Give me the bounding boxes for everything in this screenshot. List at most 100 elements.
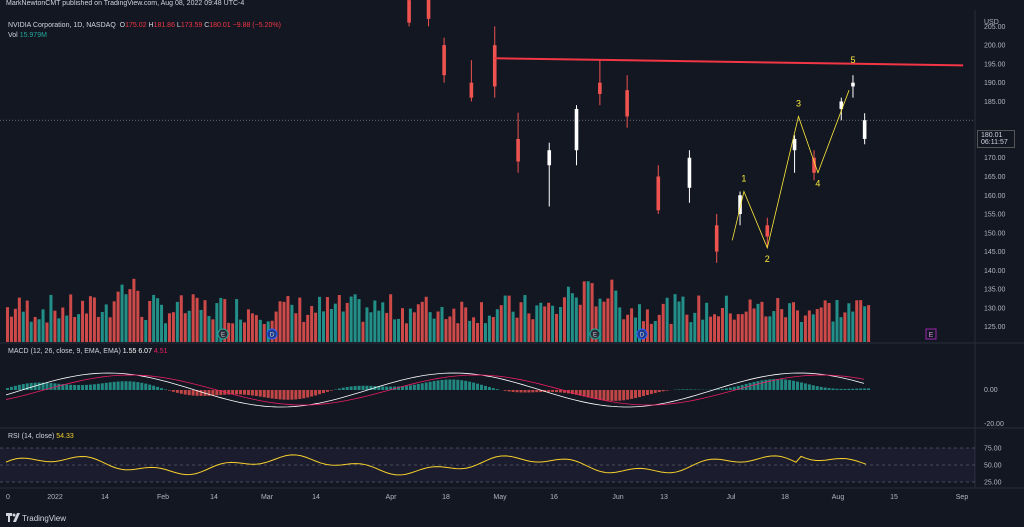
volume-bar: [6, 307, 9, 342]
symbol-name: NVIDIA Corporation, 1D, NASDAQ: [8, 22, 116, 29]
macd-hist-bar: [827, 388, 831, 390]
macd-hist-bar: [503, 390, 507, 391]
macd-hist-bar: [215, 390, 219, 396]
volume-bar: [298, 297, 302, 342]
earnings-marker[interactable]: [589, 328, 601, 340]
candle-body: [851, 82, 855, 87]
volume-bar: [796, 310, 799, 342]
volume-bar: [539, 302, 543, 342]
macd-hist-bar: [179, 390, 183, 394]
candle-body: [714, 225, 719, 252]
macd-hist-bar: [578, 390, 582, 396]
price-tick-label: 185.00: [984, 99, 1006, 106]
volume-bar: [100, 311, 104, 342]
volume-bar: [440, 306, 444, 342]
volume-bar: [164, 323, 167, 342]
close-value: 180.01: [209, 22, 231, 29]
change-value: −9.88 (−5.20%): [232, 22, 281, 29]
volume-bar: [361, 321, 365, 342]
macd-hist-bar: [649, 390, 653, 394]
earnings-marker[interactable]: [217, 328, 229, 340]
macd-hist-bar: [120, 381, 124, 390]
volume-bar: [653, 321, 657, 342]
volume-bar: [112, 301, 116, 342]
candle-body: [812, 157, 816, 173]
macd-hist-bar: [748, 382, 752, 390]
price-tick-label: 145.00: [984, 249, 1006, 256]
macd-signal-line: [5, 374, 865, 406]
macd-hist-bar: [41, 382, 45, 390]
macd-hist-bar: [167, 390, 171, 391]
macd-hist-bar: [491, 388, 495, 390]
chart-canvas[interactable]: USD205.00200.00195.00190.00185.00175.001…: [0, 0, 1024, 510]
volume-bar: [191, 294, 195, 342]
dividend-marker[interactable]: [266, 328, 278, 340]
volume-bar: [705, 302, 709, 342]
macd-hist-bar: [582, 390, 586, 397]
volume-bar: [815, 309, 819, 342]
price-tick-label: 170.00: [984, 155, 1006, 162]
macd-hist-bar: [424, 382, 428, 390]
symbol-legend: NVIDIA Corporation, 1D, NASDAQ O175.02 H…: [8, 22, 281, 29]
resistance-line[interactable]: [494, 57, 964, 67]
macd-hist-bar: [270, 390, 274, 399]
macd-hist-bar: [851, 388, 855, 390]
macd-hist-bar: [559, 390, 562, 393]
macd-hist-bar: [306, 390, 310, 398]
dividend-marker[interactable]: [636, 328, 648, 340]
publish-header: MarkNewtonCMT published on TradingView.c…: [0, 0, 1024, 10]
volume-bar: [428, 312, 432, 342]
candle-body: [598, 82, 602, 94]
open-label: O: [119, 22, 126, 29]
macd-hist-bar: [13, 385, 17, 390]
volume-bar: [136, 290, 140, 342]
volume-bar: [25, 300, 29, 342]
volume-bar: [239, 319, 243, 342]
macd-hist-bar: [152, 385, 156, 390]
volume-bar: [519, 302, 523, 342]
volume-bar: [851, 311, 855, 342]
macd-hist-bar: [397, 386, 401, 390]
volume-bar: [258, 319, 262, 342]
macd-hist-bar: [77, 385, 81, 390]
volume-bar: [278, 301, 282, 342]
macd-hist-bar: [156, 386, 160, 390]
macd-hist-bar: [246, 390, 250, 396]
macd-v3: 4.51: [153, 348, 168, 355]
macd-hist-bar: [9, 386, 13, 390]
volume-bar: [444, 319, 448, 342]
volume-bar: [73, 317, 77, 342]
low-value: 173.59: [180, 22, 203, 29]
volume-bar: [424, 296, 428, 342]
volume-bar: [333, 303, 337, 342]
volume-bar: [215, 303, 219, 342]
wave-label-5: 5: [850, 55, 855, 65]
volume-bar: [566, 286, 570, 342]
macd-hist-bar: [254, 390, 258, 397]
macd-hist-bar: [815, 386, 819, 390]
macd-hist-bar: [337, 388, 341, 390]
macd-hist-bar: [385, 386, 389, 390]
volume-bar: [404, 323, 408, 342]
volume-bar: [693, 312, 697, 342]
macd-hist-bar: [657, 390, 661, 393]
volume-bar: [92, 297, 96, 342]
macd-hist-bar: [85, 384, 88, 390]
volume-bar: [77, 314, 81, 342]
macd-hist-bar: [88, 384, 92, 390]
volume-bar: [582, 281, 586, 342]
time-tick-label: 15: [890, 494, 898, 501]
volume-bar: [724, 295, 728, 342]
macd-hist-bar: [460, 380, 464, 390]
volume-bar: [531, 319, 535, 342]
volume-bar: [594, 306, 598, 342]
upcoming-earnings-marker[interactable]: [925, 328, 937, 340]
volume-bar: [764, 316, 768, 342]
macd-hist-bar: [539, 390, 543, 393]
macd-hist-bar: [835, 388, 839, 390]
macd-hist-bar: [96, 383, 100, 390]
volume-bar: [491, 317, 495, 342]
candle-body: [407, 0, 411, 23]
macd-hist-bar: [377, 386, 381, 390]
macd-hist-bar: [211, 390, 215, 396]
